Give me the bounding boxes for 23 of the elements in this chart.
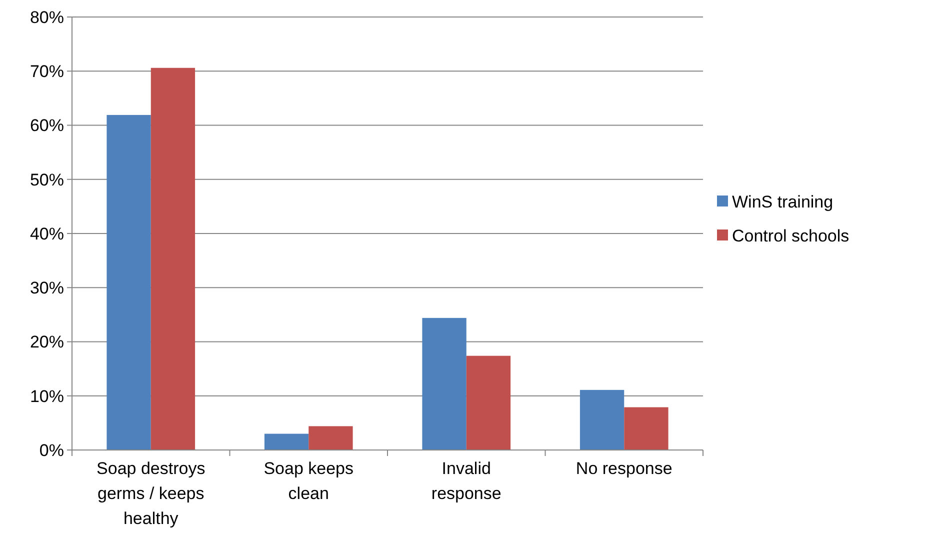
y-tick-label: 30% <box>30 278 64 298</box>
y-tick-label: 20% <box>30 332 64 352</box>
y-tick-label: 60% <box>30 116 64 136</box>
y-tick-label: 10% <box>30 386 64 406</box>
y-tick-label: 80% <box>30 8 64 27</box>
legend-label: WinS training <box>732 192 834 212</box>
bar <box>264 434 309 450</box>
bar <box>150 68 196 450</box>
x-tick-label: Invalid response <box>431 459 502 503</box>
bar <box>466 356 511 450</box>
y-tick-label: 40% <box>30 224 64 244</box>
bar <box>106 114 151 450</box>
y-tick-label: 0% <box>39 440 64 460</box>
y-tick-label: 70% <box>30 62 64 82</box>
x-tick-label: Soap destroys germs / keeps healthy <box>96 459 206 528</box>
bar <box>422 318 466 450</box>
bar <box>580 390 624 450</box>
legend-label: Control schools <box>732 226 850 246</box>
bar <box>308 426 353 450</box>
bar <box>624 407 668 450</box>
x-tick-label: No response <box>576 459 672 478</box>
x-tick-label: Soap keeps clean <box>264 459 354 503</box>
y-tick-label: 50% <box>30 170 64 190</box>
